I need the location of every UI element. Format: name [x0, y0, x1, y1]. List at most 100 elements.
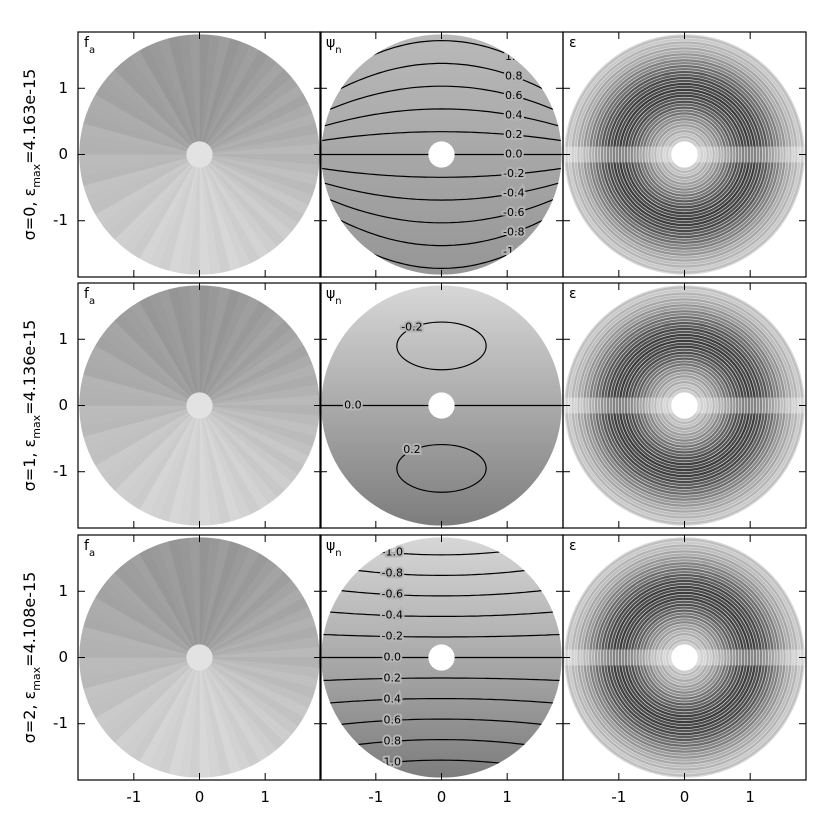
eps-ring [606, 76, 763, 233]
row-label-part: max [30, 163, 43, 187]
eps-ring [662, 383, 707, 428]
contour-label: -0.2 [401, 320, 422, 333]
eps-ring [577, 47, 792, 262]
row-label-part: =4.136e-15 [20, 320, 39, 415]
eps-ring [594, 64, 775, 245]
hole [671, 392, 698, 419]
eps-ring [580, 50, 789, 259]
x-tick-label: 1 [745, 788, 755, 806]
eps-ring [571, 292, 798, 519]
contour-line [321, 167, 562, 178]
contour-label: -0.2 [382, 630, 403, 643]
eps-ring [648, 118, 721, 191]
row-label-part: σ=1, ε [20, 439, 39, 492]
eps-ring [668, 641, 701, 674]
panel-title: ψn [326, 538, 342, 559]
contour-label: 0.2 [505, 128, 523, 141]
contour-line [321, 180, 562, 201]
eps-ring [612, 333, 757, 478]
hole [428, 644, 455, 671]
eps-ring [589, 562, 780, 753]
eps-ring [606, 327, 763, 484]
row-label-part: max [30, 666, 43, 690]
wedge [187, 537, 200, 658]
contour-label: -0.4 [503, 187, 524, 200]
contour-label: 1.0 [383, 755, 401, 768]
y-tick-label: 1 [58, 582, 68, 600]
panel-title: fa [84, 538, 95, 559]
x-tick-label: 0 [680, 788, 690, 806]
eps-ring [651, 372, 718, 439]
contour-label: -1.0 [382, 546, 403, 559]
contour-line [321, 85, 562, 116]
eps-ring [615, 85, 754, 224]
eps-ring [592, 62, 777, 247]
eps-ring [639, 612, 730, 703]
y-tick-label: -1 [53, 714, 68, 732]
eps-ring [583, 304, 786, 507]
panel-title-part: f [84, 35, 90, 51]
panel-title: ψn [326, 286, 342, 307]
eps-ring [621, 342, 748, 469]
eps-ring [571, 544, 798, 771]
contour-line [321, 698, 562, 705]
contour-label: 0.2 [383, 671, 401, 684]
panel-title-part: n [335, 296, 341, 307]
contour-line [321, 62, 562, 103]
contour-label: -0.6 [382, 588, 403, 601]
contour-line [321, 131, 562, 142]
eps-ring [648, 621, 721, 694]
eps-ring [624, 345, 745, 466]
eps-ring [603, 324, 766, 487]
eps-ring [665, 135, 704, 174]
panel-title-part: a [89, 45, 95, 56]
panel-title: fa [84, 35, 95, 56]
eps-ring [660, 381, 709, 430]
eps-ring [597, 67, 772, 242]
contour-label: 0.0 [383, 651, 401, 664]
eps-ring [633, 103, 736, 206]
contour-label: 0.8 [383, 734, 401, 747]
panel-title-part: ε [569, 286, 577, 302]
panel-title-part: ε [569, 35, 577, 51]
eps-ring [597, 318, 772, 493]
eps-ring [574, 295, 795, 516]
eps-ring [583, 53, 786, 256]
y-tick-label: -1 [53, 211, 68, 229]
eps-ring [583, 556, 786, 759]
x-tick-label: 0 [437, 788, 447, 806]
eps-ring [651, 121, 718, 188]
eps-ring [639, 360, 730, 451]
contour-line [321, 677, 562, 682]
eps-ring [630, 100, 739, 209]
row-label-part: =4.163e-15 [20, 69, 39, 164]
eps-ring [574, 547, 795, 768]
eps-ring [586, 307, 783, 504]
contour-line [396, 443, 487, 493]
hole [186, 141, 213, 168]
eps-ring [630, 603, 739, 712]
x-tick-label: -1 [368, 788, 383, 806]
panel-title: fa [84, 286, 95, 307]
eps-ring [618, 339, 751, 472]
eps-ring [636, 609, 733, 706]
eps-ring [594, 567, 775, 748]
panel-title-part: n [335, 548, 341, 559]
hole [186, 644, 213, 671]
panel-title-part: f [84, 286, 90, 302]
y-tick-label: 0 [58, 648, 68, 666]
eps-ring [642, 615, 727, 700]
eps-ring [645, 115, 724, 194]
eps-ring [618, 88, 751, 221]
contour-label: 0.6 [383, 713, 401, 726]
eps-ring [639, 109, 730, 200]
eps-ring [630, 351, 739, 460]
wedge [187, 285, 200, 406]
eps-ring [654, 124, 715, 185]
y-tick-label: -1 [53, 462, 68, 480]
contour-label: -0.6 [503, 206, 524, 219]
eps-ring [600, 573, 769, 742]
eps-ring [609, 582, 760, 733]
contour-label: 1.0 [505, 50, 523, 63]
